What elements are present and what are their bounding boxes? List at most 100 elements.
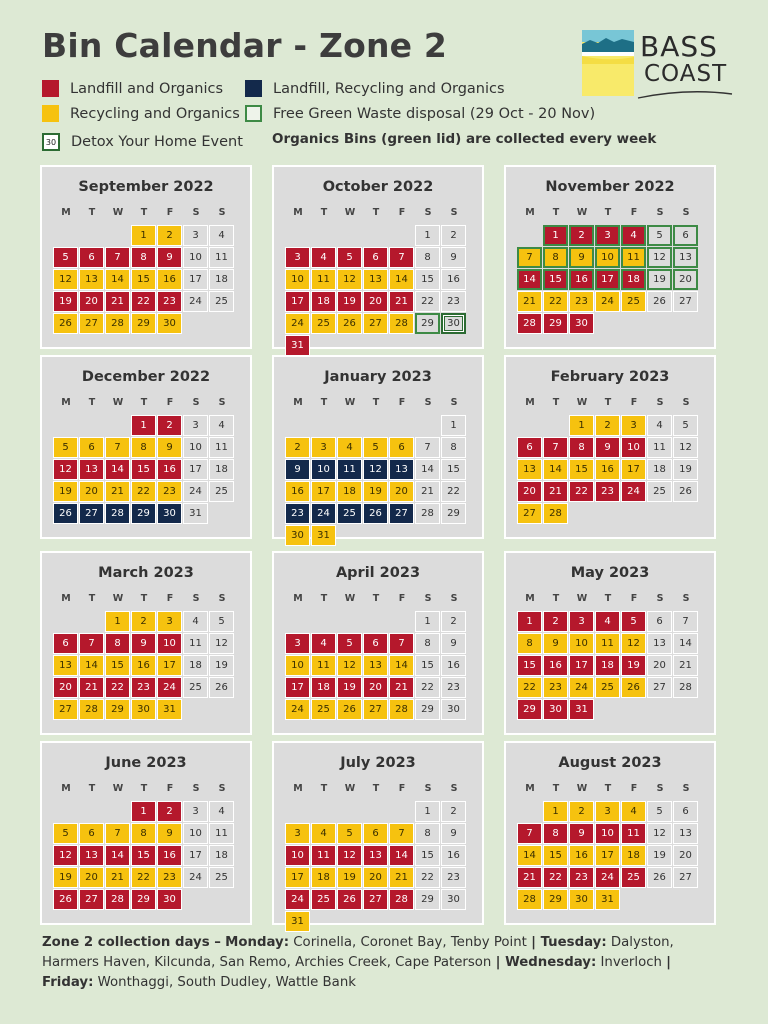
calendar-day: 10 [157,633,182,654]
weekday-header: M [293,783,303,794]
weekday-header: F [630,397,638,408]
calendar-day: 25 [183,677,208,698]
calendar-day: 27 [79,503,104,524]
calendar-day: 27 [673,867,698,888]
footer-friday: Wonthaggi, South Dudley, Wattle Bank [93,975,356,990]
yellow-swatch-icon [42,105,59,122]
calendar-day: 31 [285,335,310,356]
calendar-day: 17 [285,291,310,312]
calendar-day: 1 [543,225,568,246]
month-calendar: December 2022 M T W T F S S 1 2 3 4 5 6 7 8 9 10 11 12 13 14 1… [40,355,252,539]
calendar-day: 3 [157,611,182,632]
organics-note: Organics Bins (green lid) are collected … [272,131,657,147]
calendar-day: 28 [543,503,568,524]
month-calendar: September 2022 M T W T F S S 1 2 3 4 5 6 7 8 9 10 11 12 13 14… [40,165,252,349]
calendar-day: 30 [569,313,594,334]
calendar-day: 22 [543,867,568,888]
calendar-day: 22 [543,291,568,312]
calendar-day: 18 [183,655,208,676]
weekday-header: W [576,783,588,794]
calendar-day: 2 [157,801,182,822]
calendar-day: 14 [673,633,698,654]
footer-friday-label: Friday: [42,975,94,990]
calendar-day: 4 [183,611,208,632]
calendar-day: 9 [569,823,594,844]
calendar-day: 15 [131,459,156,480]
calendar-day: 31 [183,503,208,524]
bass-coast-logo: BASS COAST [582,30,734,100]
weekday-header: F [630,593,638,604]
calendar-day: 3 [285,633,310,654]
calendar-day: 23 [157,481,182,502]
weekday-header: T [552,207,560,218]
calendar-day: 7 [517,247,542,268]
calendar-day: 2 [441,801,466,822]
weekday-header: F [630,783,638,794]
calendar-day: 23 [285,503,310,524]
calendar-day: 16 [441,269,466,290]
month-title: March 2023 [98,565,194,581]
footer-monday-label: Monday: [225,935,290,950]
calendar-day: 25 [209,291,234,312]
calendar-day: 15 [415,655,440,676]
calendar-day: 11 [647,437,672,458]
calendar-day: 14 [105,269,130,290]
calendar-day: 13 [79,845,104,866]
calendar-day: 5 [337,823,362,844]
weekday-header: W [112,593,124,604]
weekday-header: T [320,207,328,218]
legend-landfill-organics: Landfill and Organics [42,80,223,97]
month-calendar: January 2023 M T W T F S S 1 2 3 4 5 6 7 8 9 10 11 12 13 14 15… [272,355,484,546]
calendar-day: 19 [647,269,672,290]
calendar-day: 3 [311,437,336,458]
calendar-day: 30 [441,313,466,334]
calendar-day: 24 [311,503,336,524]
calendar-day: 14 [79,655,104,676]
calendar-day: 24 [157,677,182,698]
calendar-day: 26 [209,677,234,698]
calendar-day: 26 [337,313,362,334]
calendar-day: 21 [389,677,414,698]
calendar-day: 8 [131,247,156,268]
calendar-day: 25 [209,867,234,888]
calendar-day: 31 [569,699,594,720]
logo-swoosh-icon [637,91,733,99]
calendar-day: 18 [621,845,646,866]
weekday-header: S [682,397,690,408]
calendar-day: 7 [389,247,414,268]
calendar-day: 17 [183,459,208,480]
calendar-day: 13 [673,247,698,268]
month-calendar: March 2023 M T W T F S S 1 2 3 4 5 6 7 8 9 10 11 12 13 14 15 16… [40,551,252,735]
calendar-day: 9 [569,247,594,268]
calendar-day: 16 [157,845,182,866]
weekday-header: W [344,207,356,218]
calendar-day: 12 [53,459,78,480]
calendar-day: 19 [647,845,672,866]
calendar-day: 11 [621,247,646,268]
calendar-day: 12 [673,437,698,458]
calendar-day: 20 [79,291,104,312]
calendar-day: 18 [647,459,672,480]
calendar-day: 22 [105,677,130,698]
calendar-day: 21 [415,481,440,502]
calendar-day: 22 [441,481,466,502]
calendar-day: 14 [415,459,440,480]
calendar-day: 23 [595,481,620,502]
calendar-day: 13 [53,655,78,676]
calendar-day: 20 [363,677,388,698]
calendar-day: 7 [105,437,130,458]
calendar-day: 25 [595,677,620,698]
weekday-header: S [192,207,200,218]
calendar-day: 27 [53,699,78,720]
calendar-day: 26 [337,699,362,720]
calendar-day: 22 [131,481,156,502]
calendar-day: 9 [441,633,466,654]
detox-swatch-icon: 30 [42,133,60,151]
calendar-day: 2 [543,611,568,632]
calendar-day: 26 [53,503,78,524]
calendar-day: 28 [105,503,130,524]
calendar-day: 28 [517,313,542,334]
calendar-day: 21 [673,655,698,676]
calendar-day: 31 [595,889,620,910]
calendar-day: 6 [363,823,388,844]
